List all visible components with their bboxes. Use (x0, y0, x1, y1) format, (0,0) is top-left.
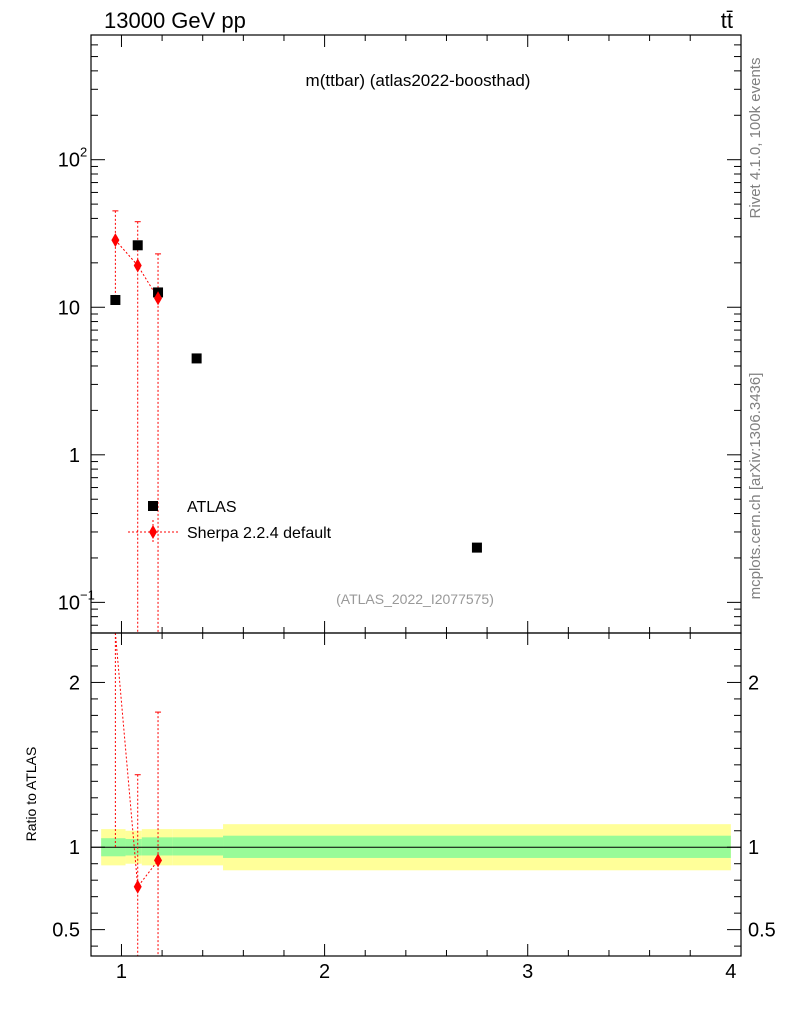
x-tick-label: 4 (725, 961, 736, 983)
ratio-y-tick-label-right: 1 (748, 837, 759, 859)
data-point (110, 294, 121, 305)
main-y-tick-label: 10 (58, 592, 80, 614)
mc-point (133, 258, 142, 273)
main-y-tick-exponent: −1 (80, 587, 95, 602)
legend-data-label: ATLAS (187, 499, 237, 516)
rivet-info: Rivet 4.1.0, 100k events (747, 58, 764, 219)
ratio-frame (90, 632, 742, 957)
ratio-band-inner (141, 837, 173, 856)
ratio-y-tick-label-left: 0.5 (52, 920, 80, 942)
process-label: tt̄ (721, 8, 733, 33)
watermark: (ATLAS_2022_I2077575) (336, 591, 494, 607)
ratio-band-inner (172, 837, 224, 856)
ratio-mc-point (154, 853, 163, 868)
ratio-y-tick-label-right: 2 (748, 672, 759, 694)
ratio-y-tick-label-left: 2 (69, 672, 80, 694)
ratio-mc-line (114, 632, 159, 889)
x-tick-label: 3 (522, 961, 533, 983)
beam-label: 13000 GeV pp (104, 8, 246, 33)
ratio-y-tick-label-right: 0.5 (748, 920, 776, 942)
mc-point (111, 233, 120, 248)
main-y-tick-label: 1 (69, 445, 80, 467)
ratio-y-tick-label-left: 1 (69, 837, 80, 859)
mc-point (154, 291, 163, 306)
ratio-panel: 0.5 0.5 1 1 2 2 1 2 3 4 (52, 632, 776, 983)
x-tick-label: 2 (319, 961, 330, 983)
data-point (132, 240, 143, 251)
mcplots-info: mcplots.cern.ch [arXiv:1306.3436] (747, 373, 764, 600)
main-y-tick-label: 10 (58, 297, 80, 319)
main-y-tick-exponent: 2 (80, 145, 87, 160)
legend: ATLAS Sherpa 2.2.4 default (128, 499, 332, 544)
plot-title: m(ttbar) (atlas2022-boosthad) (306, 71, 531, 90)
legend-mc-label: Sherpa 2.2.4 default (187, 525, 332, 542)
data-point (471, 542, 482, 553)
data-point (191, 353, 202, 364)
ratio-mc-point (133, 879, 142, 894)
ratio-ylabel: Ratio to ATLAS (23, 747, 39, 842)
main-frame (90, 34, 742, 634)
legend-mc-marker (149, 525, 157, 539)
legend-data-marker (148, 501, 158, 511)
main-y-tick-label: 10 (58, 150, 80, 172)
x-tick-label: 1 (116, 961, 127, 983)
